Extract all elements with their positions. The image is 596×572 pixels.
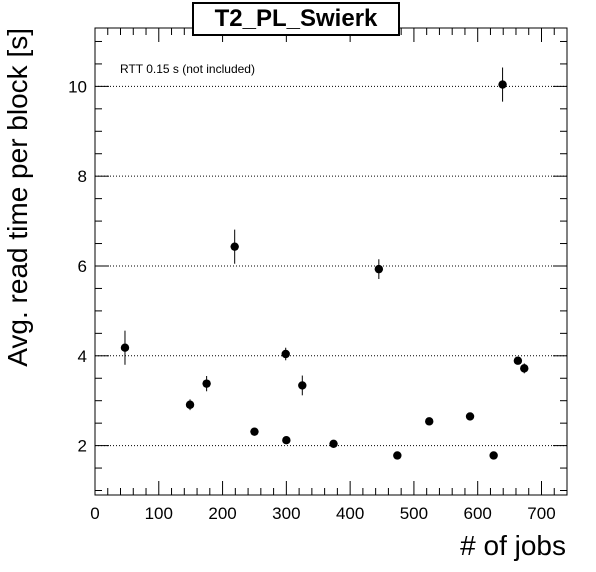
data-points <box>120 67 529 460</box>
y-tick-label: 6 <box>78 257 87 276</box>
data-point <box>185 400 195 409</box>
x-tick-label: 700 <box>527 504 555 523</box>
data-point <box>202 379 211 388</box>
data-point <box>282 436 291 445</box>
data-point <box>513 356 523 365</box>
data-point <box>393 451 402 460</box>
data-point <box>425 417 434 426</box>
x-tick-label: 200 <box>208 504 236 523</box>
data-point <box>120 343 130 352</box>
data-point <box>250 427 259 436</box>
x-tick-label: 500 <box>400 504 428 523</box>
data-point <box>520 364 529 373</box>
x-axis-title: # of jobs <box>460 530 566 561</box>
data-point <box>329 439 338 449</box>
data-point <box>465 412 475 421</box>
data-point <box>498 80 507 89</box>
y-axis-title: Avg. read time per block [s] <box>2 28 33 367</box>
grid-lines <box>95 85 567 447</box>
data-point <box>374 264 384 274</box>
y-tick-label: 8 <box>78 167 87 186</box>
y-tick-label: 10 <box>68 77 87 96</box>
chart-title: T2_PL_Swierk <box>192 2 400 36</box>
x-tick-label: 300 <box>272 504 300 523</box>
data-point <box>489 451 498 460</box>
x-tick-label: 600 <box>464 504 492 523</box>
plot-frame <box>94 27 568 496</box>
x-tick-label: 400 <box>336 504 364 523</box>
y-tick-label: 2 <box>78 437 87 456</box>
data-point <box>281 349 290 359</box>
data-point <box>230 242 239 251</box>
y-tick-label: 4 <box>78 347 87 366</box>
x-tick-label: 0 <box>90 504 99 523</box>
data-point <box>298 381 307 390</box>
annotation-text: RTT 0.15 s (not included) <box>120 62 255 76</box>
x-tick-label: 100 <box>145 504 173 523</box>
